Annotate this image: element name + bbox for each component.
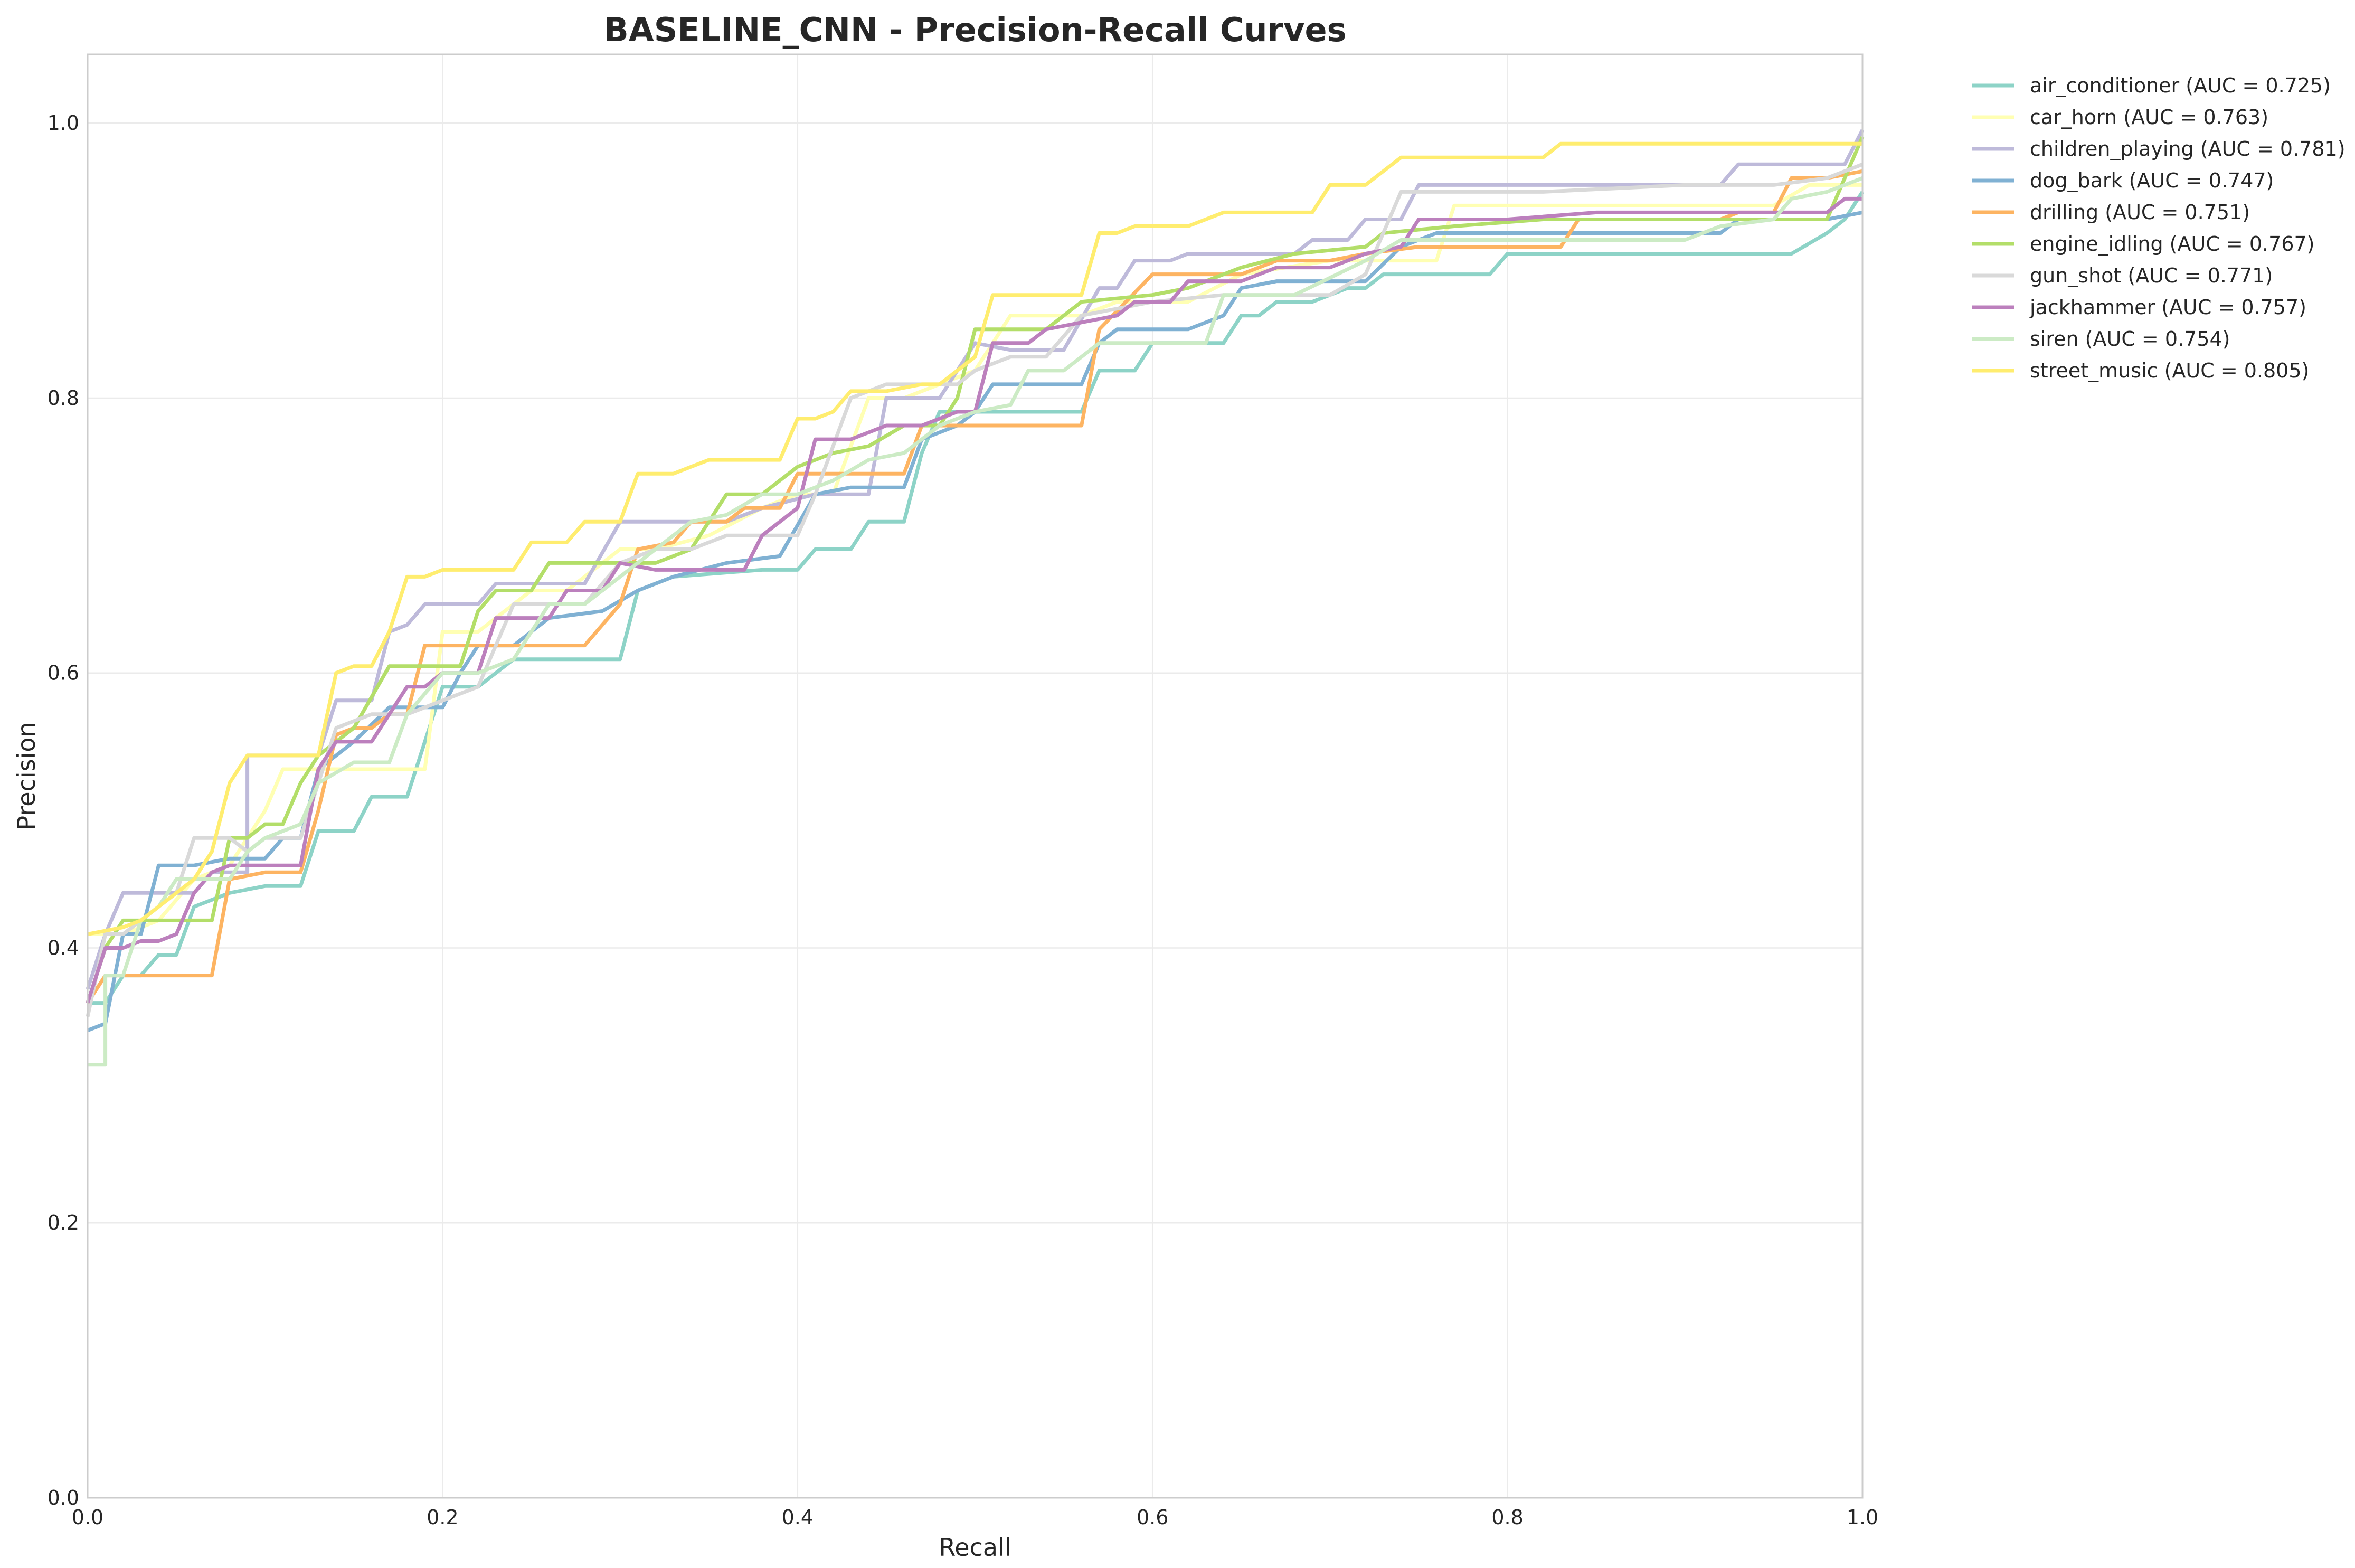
series-line-jackhammer <box>86 196 1862 1004</box>
y-tick-label: 0.8 <box>48 386 79 410</box>
x-tick-label: 0.2 <box>427 1506 458 1529</box>
chart-title: BASELINE_CNN - Precision-Recall Curves <box>604 11 1347 49</box>
y-tick-label: 1.0 <box>48 111 79 135</box>
x-tick-label: 0.0 <box>72 1506 103 1529</box>
legend-label: jackhammer (AUC = 0.757) <box>2029 296 2306 319</box>
legend-label: engine_idling (AUC = 0.767) <box>2030 232 2314 256</box>
y-tick-label: 0.0 <box>48 1486 79 1509</box>
series-line-siren <box>88 176 1864 1067</box>
legend: air_conditioner (AUC = 0.725) car_horn (A… <box>1972 74 2345 382</box>
series-line-drilling <box>86 169 1863 1004</box>
legend-label: car_horn (AUC = 0.763) <box>2030 106 2268 129</box>
legend-label: street_music (AUC = 0.805) <box>2030 359 2309 382</box>
legend-label: air_conditioner (AUC = 0.725) <box>2030 74 2331 97</box>
y-tick-label: 0.2 <box>48 1211 79 1234</box>
y-tick-label: 0.6 <box>48 662 79 685</box>
x-tick-label: 0.4 <box>782 1506 814 1529</box>
x-axis-label: Recall <box>939 1533 1011 1562</box>
y-tick-label: 0.4 <box>48 936 79 959</box>
legend-label: siren (AUC = 0.754) <box>2030 327 2230 351</box>
legend-label: children_playing (AUC = 0.781) <box>2030 137 2345 160</box>
plot-frame <box>87 53 1864 1499</box>
x-tick-label: 0.6 <box>1137 1506 1168 1529</box>
x-tick-label: 0.8 <box>1491 1506 1523 1529</box>
x-tick-label: 1.0 <box>1847 1506 1878 1529</box>
series-line-air_conditioner <box>88 191 1864 1005</box>
legend-label: drilling (AUC = 0.751) <box>2030 201 2250 224</box>
series-line-street_music <box>87 141 1862 936</box>
tick-layer: 0.0 0.2 0.4 0.6 0.8 1.0 0.0 0.2 0.4 0.6 0.8 1.0 <box>48 111 1879 1529</box>
legend-label: gun_shot (AUC = 0.771) <box>2030 264 2273 287</box>
legend-label: dog_bark (AUC = 0.747) <box>2030 169 2274 192</box>
series-layer <box>86 129 1865 1067</box>
y-axis-label: Precision <box>12 722 41 830</box>
